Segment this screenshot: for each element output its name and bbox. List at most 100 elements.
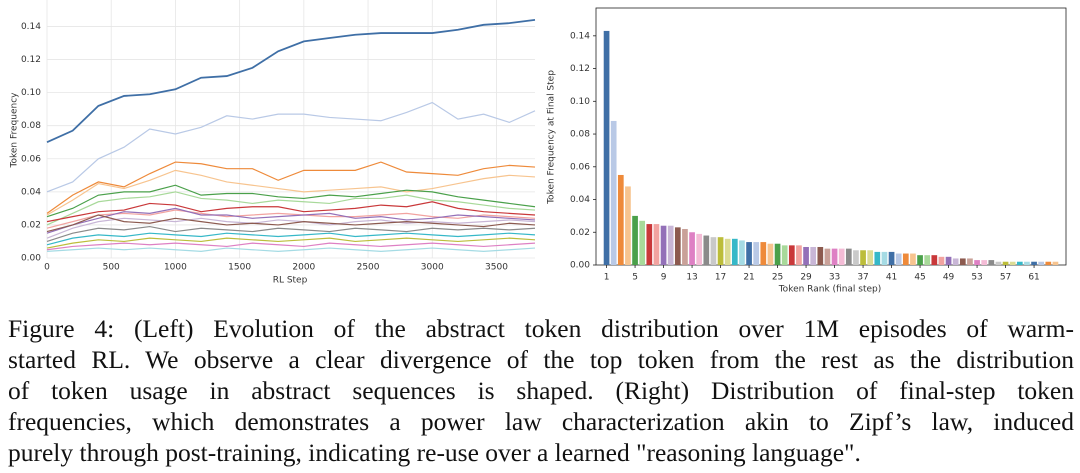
bar <box>817 246 824 265</box>
bar <box>838 248 845 265</box>
x-tick-label: 1 <box>604 273 610 283</box>
data-line <box>46 18 536 144</box>
bar <box>967 258 973 265</box>
bar <box>831 248 838 265</box>
x-tick-label: 33 <box>829 273 840 283</box>
x-tick-label: 1000 <box>164 263 187 273</box>
y-tick-label: 0.00 <box>570 261 590 271</box>
x-tick-label: 25 <box>772 273 783 283</box>
x-tick-label: 21 <box>743 273 754 283</box>
x-tick-label: 13 <box>686 273 697 283</box>
data-line <box>46 201 536 223</box>
bar <box>674 227 681 265</box>
x-tick-label: 9 <box>661 273 667 283</box>
data-line <box>46 242 536 251</box>
bar <box>731 238 738 265</box>
bar <box>767 243 774 265</box>
bar <box>938 256 945 265</box>
x-tick-label: 41 <box>886 273 897 283</box>
bar <box>1038 261 1045 265</box>
y-tick-label: 0.08 <box>21 121 41 131</box>
bar <box>796 245 802 265</box>
bar <box>660 225 667 265</box>
data-line <box>46 237 536 249</box>
data-line <box>46 207 536 234</box>
data-line <box>46 161 536 214</box>
bar <box>724 238 731 265</box>
bar <box>824 248 831 265</box>
data-line <box>46 214 536 233</box>
bar <box>603 30 610 265</box>
caption: Figure 4: (Left) Evolution of the abstra… <box>8 313 1074 468</box>
bar <box>1024 261 1030 265</box>
y-axis-label: Token Frequency at Final Step <box>547 70 557 205</box>
y-tick-label: 0.08 <box>570 130 590 140</box>
bar <box>760 242 767 265</box>
bar <box>717 237 724 265</box>
bar <box>902 253 909 265</box>
x-tick-label: 29 <box>800 273 812 283</box>
bar <box>696 233 703 265</box>
y-tick-label: 0.00 <box>21 254 41 264</box>
caption-line: purely through post-training, indicating… <box>8 438 861 467</box>
bar <box>653 224 660 265</box>
bar <box>781 245 788 265</box>
bar <box>610 120 617 266</box>
data-line <box>46 247 536 252</box>
x-tick-label: 17 <box>715 273 726 283</box>
bar <box>710 237 717 265</box>
data-line <box>46 225 536 243</box>
x-tick-label: 2500 <box>357 263 380 273</box>
bar <box>739 240 745 265</box>
caption-line: of token usage in abstract sequences is … <box>8 376 1074 405</box>
x-tick-label: 49 <box>943 273 955 283</box>
bar <box>974 260 980 265</box>
bar <box>1031 261 1037 265</box>
bar <box>845 248 852 265</box>
bar <box>895 253 902 265</box>
y-tick-label: 0.04 <box>21 187 41 197</box>
x-tick-label: 57 <box>1000 273 1011 283</box>
bar <box>746 242 752 265</box>
data-line <box>46 184 536 218</box>
figure: RL Step Token Frequency Token Rank (fina… <box>10 0 1067 295</box>
x-tick-label: 45 <box>914 273 925 283</box>
bar <box>867 250 874 265</box>
x-tick-label: 53 <box>971 273 982 283</box>
bar <box>617 174 624 265</box>
y-tick-label: 0.12 <box>21 55 41 65</box>
bar <box>874 251 881 265</box>
bar <box>1016 261 1023 265</box>
y-axis-label: Token Frequency <box>10 92 20 169</box>
bar <box>667 225 674 265</box>
bar <box>1009 261 1016 265</box>
bar <box>952 258 959 265</box>
x-tick-label: 1500 <box>228 263 251 273</box>
bar <box>945 256 952 265</box>
y-tick-label: 0.06 <box>21 154 41 164</box>
bar <box>995 261 1002 265</box>
data-line <box>46 217 536 239</box>
bar <box>910 253 916 265</box>
y-tick-label: 0.14 <box>570 31 590 41</box>
y-tick-label: 0.12 <box>570 64 590 74</box>
y-tick-label: 0.14 <box>21 22 41 32</box>
bar <box>1002 261 1009 265</box>
x-tick-label: 2000 <box>292 263 315 273</box>
caption-line: frequencies, which demonstrates a power … <box>8 407 1074 436</box>
x-tick-label: 61 <box>1028 273 1039 283</box>
x-axis-label: RL Step <box>273 276 308 286</box>
data-line <box>46 232 536 246</box>
bar <box>888 251 895 265</box>
y-tick-label: 0.02 <box>570 228 590 238</box>
caption-line: Figure 4: (Left) Evolution of the abstra… <box>8 314 1074 343</box>
caption-line: started RL. We observe a clear divergenc… <box>8 345 1074 374</box>
bar <box>689 232 695 265</box>
bar <box>810 246 817 265</box>
bar <box>924 255 931 265</box>
data-line <box>46 191 536 226</box>
bar <box>703 235 710 265</box>
bar <box>917 255 923 265</box>
data-line <box>46 169 536 216</box>
x-tick-label: 3000 <box>421 263 444 273</box>
